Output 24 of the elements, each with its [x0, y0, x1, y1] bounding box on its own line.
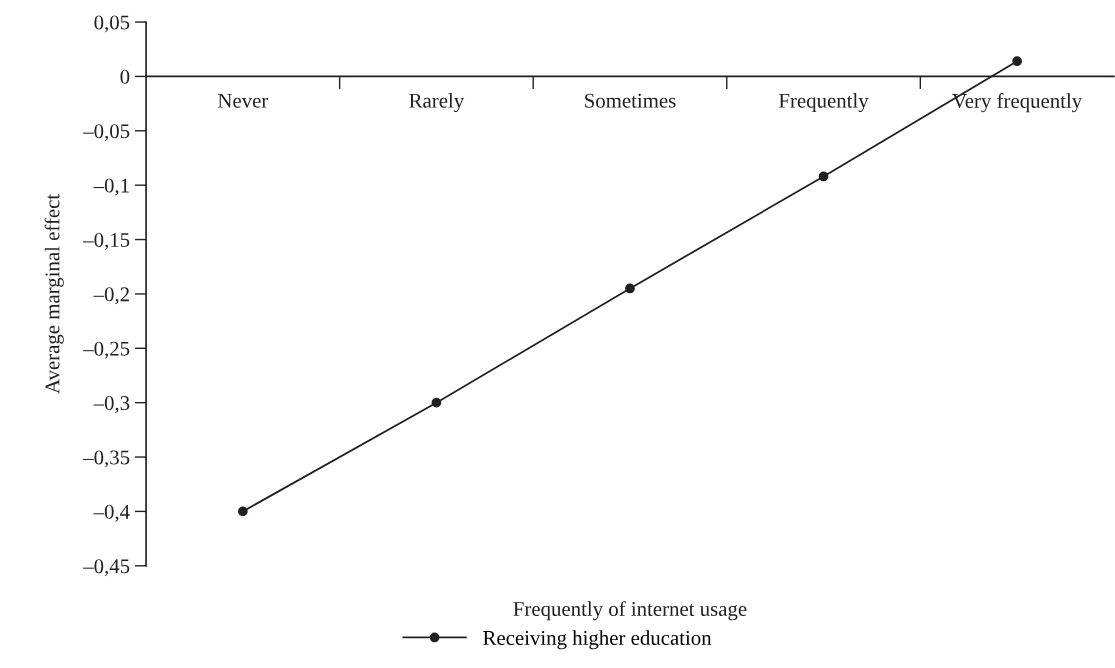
- point: [1012, 56, 1022, 67]
- legend-label: Receiving higher education: [483, 630, 712, 650]
- y-tick-label: –0,05: [83, 124, 130, 142]
- y-tick-label: –0,15: [83, 232, 130, 250]
- x-tick-label: Never: [218, 93, 269, 108]
- y-tick-label: –0,25: [83, 341, 130, 359]
- y-tick-label: –0,4: [93, 504, 130, 522]
- x-axis-title: Frequently of internet usage: [513, 601, 747, 621]
- x-tick-label: Sometimes: [585, 93, 676, 108]
- point: [818, 171, 829, 182]
- y-tick-label: –0,3: [93, 396, 130, 414]
- y-tick-label: –0,45: [83, 559, 130, 577]
- y-axis-title: Average marginal effect: [44, 193, 64, 394]
- x-tick-label: Frequently: [779, 93, 869, 113]
- y-tick-label: –0,35: [83, 450, 130, 468]
- y-tick-label: –0,2: [93, 287, 129, 305]
- x-tick-label: Very frequently: [952, 93, 1083, 113]
- point: [625, 283, 635, 294]
- y-tick-label: 0: [120, 69, 130, 84]
- y-tick-label: 0,05: [94, 15, 130, 33]
- x-tick-label: Rarely: [409, 93, 465, 113]
- y-tick-label: –0,1: [93, 178, 129, 196]
- point: [237, 506, 248, 517]
- point: [431, 397, 442, 408]
